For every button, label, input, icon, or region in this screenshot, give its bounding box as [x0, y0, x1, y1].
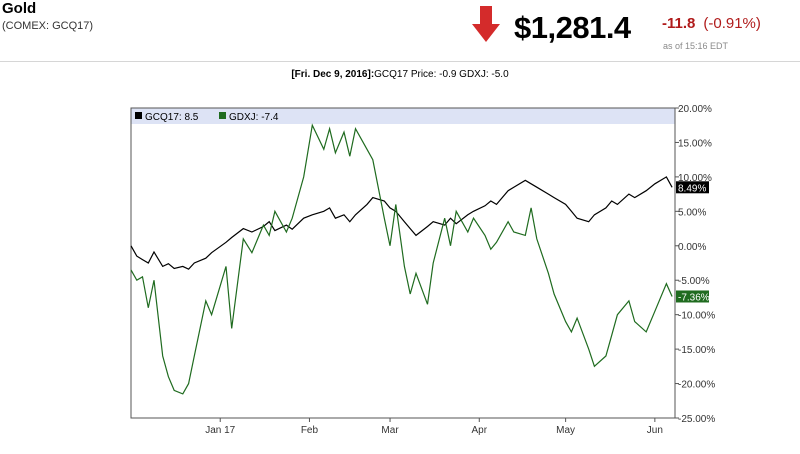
y-tick-label: -25.00%: [678, 414, 715, 425]
legend-band: [131, 108, 675, 124]
legend-swatch: [135, 112, 142, 119]
instrument-symbol: (COMEX: GCQ17): [2, 20, 94, 32]
x-tick-label: Jun: [647, 425, 663, 436]
legend-label: GCQ17: 8.5: [145, 112, 199, 123]
y-tick-label: 0.00%: [678, 242, 706, 253]
y-tick-label: -20.00%: [678, 380, 715, 391]
x-tick-label: Feb: [301, 425, 319, 436]
x-tick-label: Apr: [471, 425, 487, 436]
last-price: $1,281.4: [514, 10, 631, 45]
change-amount: -11.8: [662, 15, 696, 32]
as-of-timestamp: as of 15:16 EDT: [663, 41, 729, 51]
header-divider: [0, 61, 800, 62]
y-tick-label: 20.00%: [678, 104, 712, 115]
y-tick-label: -15.00%: [678, 345, 715, 356]
legend-swatch: [219, 112, 226, 119]
x-tick-label: May: [556, 425, 575, 436]
y-tick-label: 5.00%: [678, 207, 706, 218]
price-change: -11.8 (-0.91%): [662, 15, 761, 32]
down-arrow-icon: [472, 6, 500, 42]
last-value-badge: [676, 181, 709, 194]
last-value-label: 8.49%: [678, 183, 706, 194]
change-percent: (-0.91%): [703, 15, 761, 32]
legend-label: GDXJ: -7.4: [229, 112, 279, 123]
subtitle-values: GCQ17 Price: -0.9 GDXJ: -5.0: [374, 69, 509, 80]
plot-frame: [130, 107, 676, 419]
subtitle-date: [Fri. Dec 9, 2016]:: [291, 69, 375, 80]
x-tick-label: Mar: [381, 425, 399, 436]
y-tick-label: 10.00%: [678, 173, 712, 184]
y-tick-label: -5.00%: [678, 276, 710, 287]
quote-header: Gold (COMEX: GCQ17) $1,281.4 -11.8 (-0.91…: [0, 0, 800, 60]
x-tick-label: Jan 17: [205, 425, 235, 436]
y-tick-label: -10.00%: [678, 311, 715, 322]
series-line-gcq17: [130, 176, 673, 270]
y-tick-label: 15.00%: [678, 138, 712, 149]
series-line-gdxj: [130, 123, 673, 395]
chart-subtitle: [Fri. Dec 9, 2016]:GCQ17 Price: -0.9 GDX…: [0, 69, 800, 80]
last-value-label: -7.36%: [678, 292, 710, 303]
instrument-title: Gold: [2, 0, 37, 17]
last-value-badge: [676, 290, 709, 303]
